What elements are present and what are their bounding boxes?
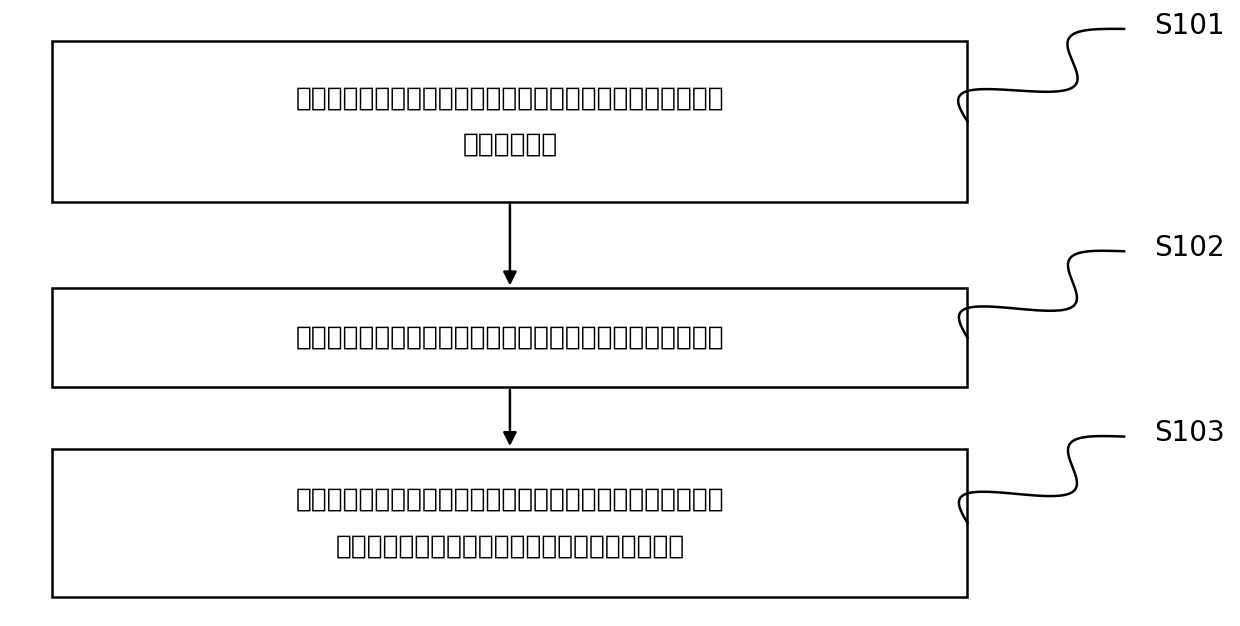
Text: 建立共享目录以使所述统计工具容器与被测程序容器互相通信: 建立共享目录以使所述统计工具容器与被测程序容器互相通信 bbox=[295, 325, 724, 351]
Text: 对被测程序容器中的被测程序进行代码覆盖率统计: 对被测程序容器中的被测程序进行代码覆盖率统计 bbox=[335, 533, 684, 559]
Bar bbox=[52, 449, 967, 597]
Text: S103: S103 bbox=[1154, 419, 1225, 448]
Text: S101: S101 bbox=[1154, 12, 1225, 40]
Bar bbox=[52, 41, 967, 202]
Bar bbox=[52, 289, 967, 387]
Text: 将具有代码覆盖率统计工具的统计工具容器编排于被测程序容: 将具有代码覆盖率统计工具的统计工具容器编排于被测程序容 bbox=[295, 85, 724, 111]
Text: S102: S102 bbox=[1154, 234, 1225, 262]
Text: 建立通信后，利用所述统计工具容器中的代码覆盖率统计工具: 建立通信后，利用所述统计工具容器中的代码覆盖率统计工具 bbox=[295, 487, 724, 513]
Text: 器所在的节点: 器所在的节点 bbox=[463, 131, 558, 158]
